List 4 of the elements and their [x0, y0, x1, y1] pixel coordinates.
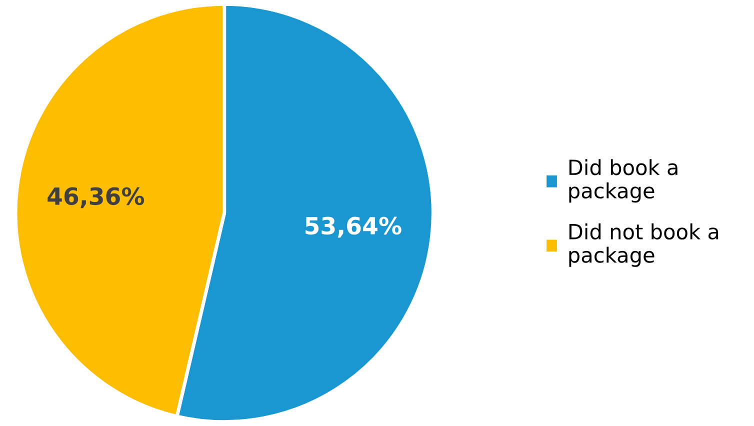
legend-label: Did not book a package — [569, 223, 718, 267]
legend-label: Did book a package — [569, 159, 678, 203]
data-label: 46,36% — [48, 187, 144, 208]
data-label: 53,64% — [306, 216, 402, 238]
